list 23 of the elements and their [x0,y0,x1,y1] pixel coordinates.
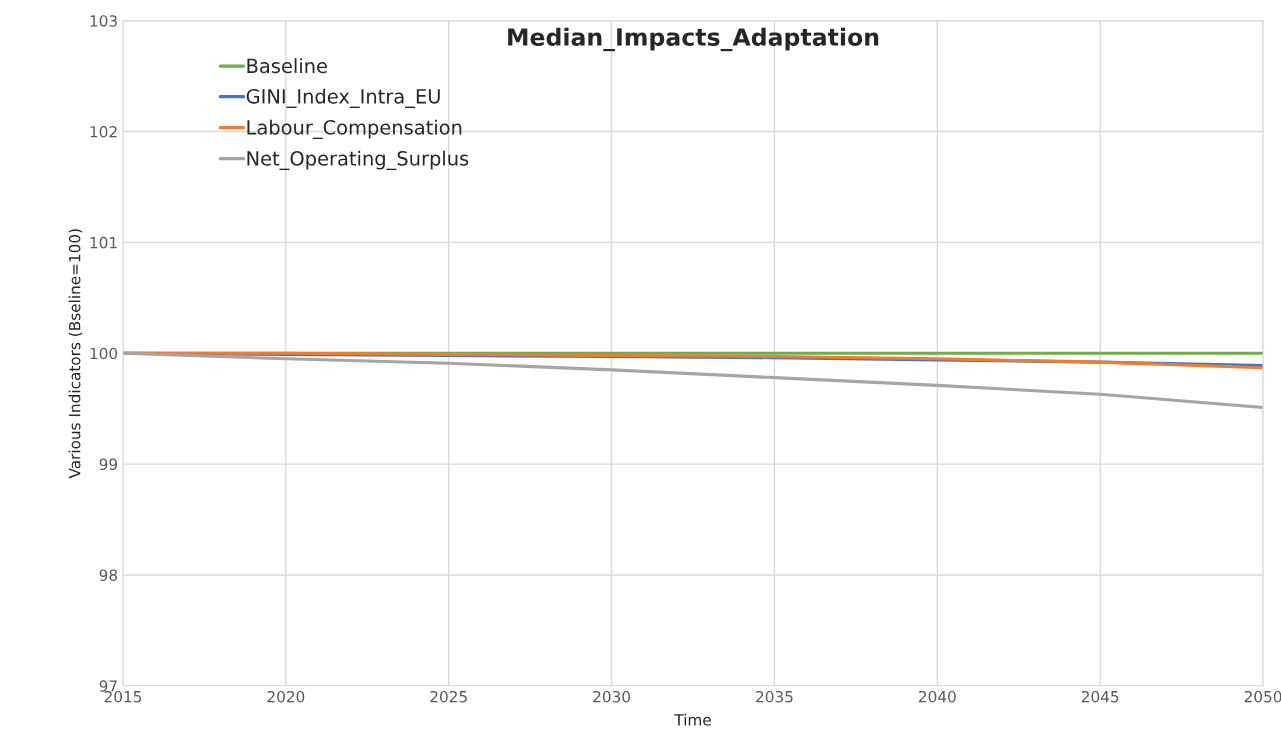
x-tick-label: 2030 [593,690,631,703]
y-axis-title: Various Indicators (Bseline=100) [68,229,83,479]
y-tick-label: 103 [90,15,117,27]
x-tick-label: 2045 [1081,690,1119,703]
chart-title: Median_Impacts_Adaptation [508,27,879,52]
legend-label: Baseline [247,58,327,74]
x-axis-title: Time [674,713,711,726]
line-series [122,351,1264,410]
x-tick-label: 2025 [430,690,467,703]
x-tick-label: 2015 [104,690,142,703]
y-tick-label: 101 [90,236,117,249]
y-tick-label: 98 [99,569,118,581]
x-tick-label: 2040 [919,690,956,703]
x-tick-label: 2035 [756,690,793,703]
legend-label: GINI_Index_Intra_EU [246,88,440,108]
x-tick-label: 2020 [267,690,305,703]
y-tick-label: 102 [90,126,117,138]
legend-label: Net_Operating_Surplus [247,150,469,171]
y-tick-label: 100 [90,347,118,360]
legend-label: Labour_Compensation [247,119,462,140]
x-tick-label: 2050 [1244,690,1281,703]
y-tick-label: 97 [99,680,117,692]
y-tick-label: 99 [99,458,118,471]
